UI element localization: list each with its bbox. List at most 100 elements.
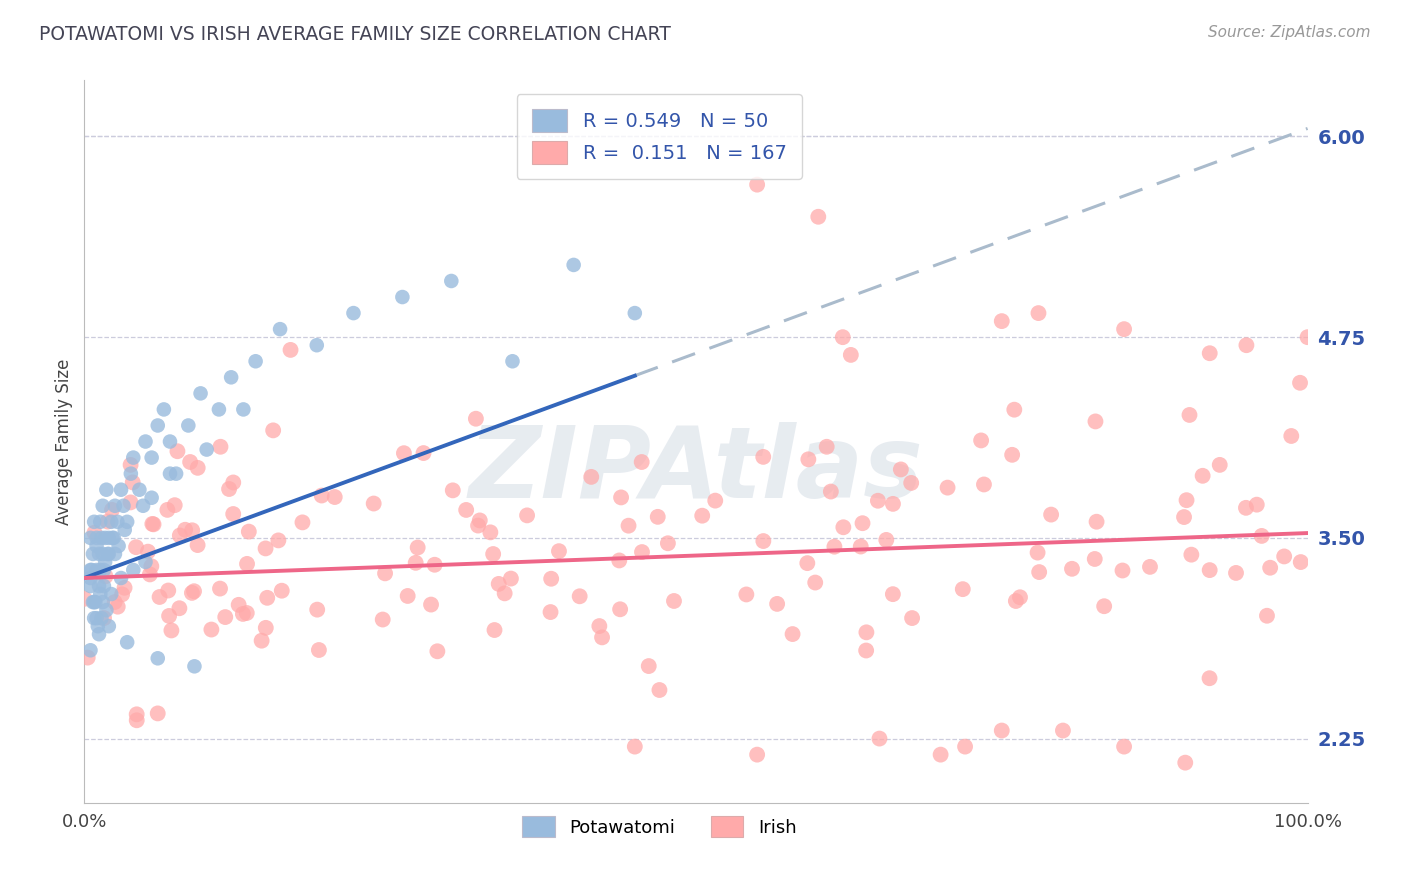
Point [991, 314, 1014, 328]
Point [222, 475, 245, 490]
Point [648, 683, 671, 698]
Point [105, 515, 128, 529]
Point [80, 563, 103, 577]
Point [254, 541, 277, 556]
Point [97, 515, 120, 529]
Point [187, 460, 209, 475]
Point [412, 446, 434, 460]
Point [581, 470, 603, 484]
Point [87, 579, 110, 593]
Point [1085, 515, 1108, 529]
Point [94, 531, 117, 545]
Point [89, 587, 111, 601]
Point [83, 611, 105, 625]
Point [482, 547, 505, 561]
Point [87, 547, 110, 561]
Point [782, 627, 804, 641]
Point [839, 348, 862, 362]
Point [135, 434, 157, 449]
Point [107, 599, 129, 614]
Point [1191, 468, 1213, 483]
Point [110, 571, 132, 585]
Point [86, 539, 108, 553]
Point [423, 558, 446, 572]
Point [156, 503, 179, 517]
Point [254, 621, 277, 635]
Point [866, 493, 889, 508]
Point [820, 484, 842, 499]
Point [1028, 565, 1050, 579]
Point [1198, 671, 1220, 685]
Point [214, 610, 236, 624]
Point [125, 713, 148, 727]
Legend: Potawatomi, Irish: Potawatomi, Irish [515, 809, 804, 845]
Point [1236, 338, 1258, 352]
Point [1296, 330, 1319, 344]
Point [991, 723, 1014, 738]
Point [267, 533, 290, 548]
Point [875, 533, 897, 547]
Point [238, 524, 260, 539]
Point [936, 481, 959, 495]
Point [1198, 346, 1220, 360]
Point [187, 538, 209, 552]
Point [177, 418, 200, 433]
Point [218, 482, 240, 496]
Point [479, 525, 502, 540]
Point [146, 706, 169, 721]
Point [83, 595, 105, 609]
Point [831, 330, 853, 344]
Point [588, 619, 610, 633]
Point [426, 644, 449, 658]
Point [516, 508, 538, 523]
Point [371, 613, 394, 627]
Point [690, 508, 713, 523]
Point [1209, 458, 1232, 472]
Point [79, 531, 101, 545]
Point [208, 582, 231, 596]
Point [796, 556, 818, 570]
Point [83, 525, 105, 540]
Point [1174, 756, 1197, 770]
Point [115, 515, 138, 529]
Point [311, 489, 333, 503]
Point [104, 595, 127, 609]
Point [114, 523, 136, 537]
Point [735, 587, 758, 601]
Point [90, 611, 112, 625]
Point [84, 595, 107, 609]
Point [120, 467, 142, 481]
Point [704, 493, 727, 508]
Point [181, 586, 204, 600]
Point [952, 582, 974, 596]
Point [135, 555, 157, 569]
Point [1258, 560, 1281, 574]
Point [832, 520, 855, 534]
Point [93, 579, 115, 593]
Point [1028, 306, 1050, 320]
Point [1175, 493, 1198, 508]
Point [804, 575, 827, 590]
Point [222, 507, 245, 521]
Point [797, 452, 820, 467]
Point [484, 623, 506, 637]
Point [440, 274, 463, 288]
Point [90, 531, 112, 545]
Point [157, 583, 180, 598]
Point [120, 458, 142, 472]
Point [141, 559, 163, 574]
Point [219, 370, 242, 384]
Point [93, 563, 115, 577]
Point [179, 455, 201, 469]
Point [112, 499, 135, 513]
Point [148, 590, 170, 604]
Point [305, 338, 328, 352]
Point [97, 619, 120, 633]
Point [1279, 429, 1302, 443]
Point [900, 475, 922, 490]
Point [631, 545, 654, 559]
Point [849, 540, 872, 554]
Point [391, 290, 413, 304]
Point [1008, 591, 1031, 605]
Point [568, 589, 591, 603]
